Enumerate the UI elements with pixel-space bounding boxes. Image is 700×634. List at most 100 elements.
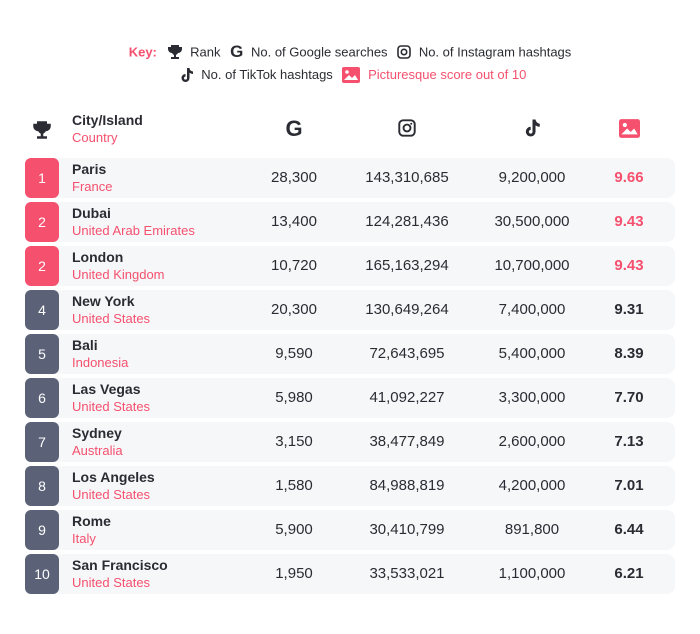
picturesque-score: 7.70	[614, 389, 644, 406]
google-searches: 10,720	[271, 257, 317, 274]
tiktok-column-icon	[477, 118, 587, 143]
country-name: Italy	[72, 531, 96, 546]
key-picturesque: Picturesque score out of 10	[368, 67, 527, 83]
rank-badge: 7	[25, 422, 59, 462]
instagram-hashtags: 41,092,227	[369, 389, 445, 406]
table-row: 10 San Francisco United States 1,950 33,…	[25, 554, 675, 594]
rank-trophy-icon	[33, 121, 51, 139]
city-name: London	[72, 249, 124, 265]
city-name: Los Angeles	[72, 469, 155, 485]
rank-badge: 10	[25, 554, 59, 594]
google-searches: 1,580	[275, 477, 313, 494]
city-name: San Francisco	[72, 557, 168, 573]
tiktok-hashtags: 30,500,000	[494, 213, 570, 230]
table-row: 4 New York United States 20,300 130,649,…	[25, 290, 675, 330]
picturesque-score: 9.43	[614, 213, 644, 230]
city-name: New York	[72, 293, 135, 309]
google-icon: G	[230, 42, 244, 61]
google-searches: 5,980	[275, 389, 313, 406]
country-name: France	[72, 179, 113, 194]
google-searches: 20,300	[271, 301, 317, 318]
instagram-hashtags: 38,477,849	[369, 433, 445, 450]
key-tiktok: No. of TikTok hashtags	[201, 67, 333, 83]
picturesque-score: 6.21	[614, 565, 644, 582]
table-row: 8 Los Angeles United States 1,580 84,988…	[25, 466, 675, 506]
city-name: Bali	[72, 337, 98, 353]
table-header: City/Island Country G	[0, 110, 700, 150]
city-name: Las Vegas	[72, 381, 141, 397]
picturesque-score: 6.44	[614, 521, 644, 538]
picturesque-score: 9.31	[614, 301, 644, 318]
country-name: United States	[72, 311, 151, 326]
instagram-hashtags: 143,310,685	[365, 169, 449, 186]
google-searches: 13,400	[271, 213, 317, 230]
tiktok-icon	[181, 67, 193, 82]
rank-badge: 6	[25, 378, 59, 418]
rank-badge: 2	[25, 202, 59, 242]
instagram-hashtags: 165,163,294	[365, 257, 449, 274]
key-rank: Rank	[190, 44, 221, 60]
tiktok-hashtags: 9,200,000	[498, 169, 566, 186]
google-searches: 28,300	[271, 169, 317, 186]
country-name: United States	[72, 487, 151, 502]
table-row: 1 Paris France 28,300 143,310,685 9,200,…	[25, 158, 675, 198]
tiktok-hashtags: 5,400,000	[498, 345, 566, 362]
city-name: Sydney	[72, 425, 122, 441]
picturesque-column-icon	[594, 119, 664, 143]
instagram-icon	[397, 45, 411, 59]
picturesque-score: 8.39	[614, 345, 644, 362]
instagram-column-icon	[352, 119, 462, 142]
instagram-hashtags: 33,533,021	[369, 565, 445, 582]
country-name: Indonesia	[72, 355, 129, 370]
rank-badge: 4	[25, 290, 59, 330]
legend-row-2: No. of TikTok hashtags Picturesque score…	[0, 66, 700, 83]
instagram-hashtags: 124,281,436	[365, 213, 449, 230]
picturesque-score: 9.66	[614, 169, 644, 186]
key-google: No. of Google searches	[250, 44, 388, 60]
google-searches: 5,900	[275, 521, 313, 538]
key-label: Key:	[128, 44, 157, 60]
city-name: Dubai	[72, 205, 111, 221]
country-header: Country	[72, 130, 118, 145]
country-name: Australia	[72, 443, 123, 458]
google-column-icon: G	[285, 116, 303, 141]
trophy-icon	[167, 45, 182, 59]
tiktok-hashtags: 2,600,000	[498, 433, 566, 450]
tiktok-hashtags: 3,300,000	[498, 389, 566, 406]
rank-badge: 2	[25, 246, 59, 286]
instagram-hashtags: 130,649,264	[365, 301, 449, 318]
table-row: 2 London United Kingdom 10,720 165,163,2…	[25, 246, 675, 286]
tiktok-hashtags: 10,700,000	[494, 257, 570, 274]
tiktok-hashtags: 7,400,000	[498, 301, 566, 318]
tiktok-hashtags: 1,100,000	[498, 565, 566, 582]
city-name: Rome	[72, 513, 111, 529]
legend-row-1: Key: Rank G No. of Google searches No. o…	[0, 42, 700, 62]
rank-badge: 1	[25, 158, 59, 198]
picture-icon	[342, 66, 361, 83]
city-name: Paris	[72, 161, 107, 177]
rank-badge: 5	[25, 334, 59, 374]
google-searches: 3,150	[275, 433, 313, 450]
rank-badge: 8	[25, 466, 59, 506]
rank-badge: 9	[25, 510, 59, 550]
table-row: 6 Las Vegas United States 5,980 41,092,2…	[25, 378, 675, 418]
picturesque-score: 9.43	[614, 257, 644, 274]
google-searches: 9,590	[275, 345, 313, 362]
country-name: United States	[72, 399, 151, 414]
table-row: 7 Sydney Australia 3,150 38,477,849 2,60…	[25, 422, 675, 462]
table-row: 2 Dubai United Arab Emirates 13,400 124,…	[25, 202, 675, 242]
country-name: United States	[72, 575, 151, 590]
table-row: 5 Bali Indonesia 9,590 72,643,695 5,400,…	[25, 334, 675, 374]
instagram-hashtags: 30,410,799	[369, 521, 445, 538]
google-searches: 1,950	[275, 565, 313, 582]
picturesque-score: 7.01	[614, 477, 644, 494]
picturesque-score: 7.13	[614, 433, 644, 450]
country-name: United Kingdom	[72, 267, 165, 282]
table-row: 9 Rome Italy 5,900 30,410,799 891,800 6.…	[25, 510, 675, 550]
instagram-hashtags: 72,643,695	[369, 345, 445, 362]
instagram-hashtags: 84,988,819	[369, 477, 445, 494]
key-instagram: No. of Instagram hashtags	[418, 44, 572, 60]
tiktok-hashtags: 891,800	[504, 521, 560, 538]
tiktok-hashtags: 4,200,000	[498, 477, 566, 494]
